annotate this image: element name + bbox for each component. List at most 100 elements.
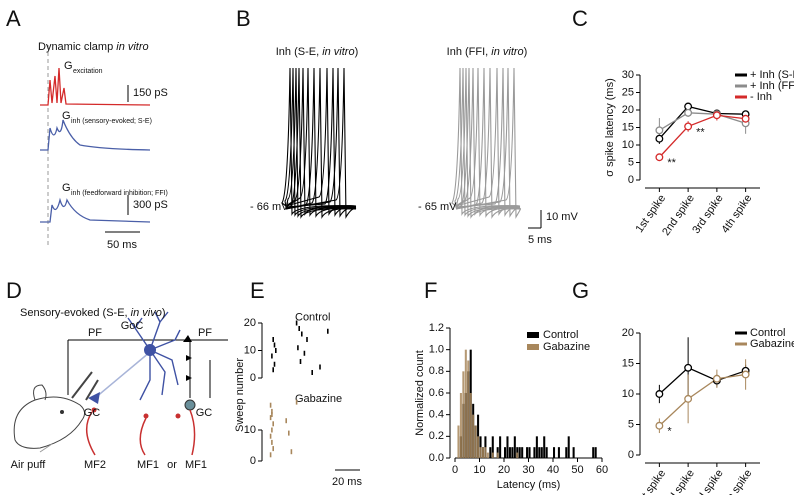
title: Dynamic clamp in vitro (38, 41, 149, 53)
bar (457, 425, 460, 458)
x-tick-label: 60 (596, 464, 608, 476)
data-point (684, 108, 693, 117)
bar (567, 436, 570, 458)
scale-label: 300 pS (133, 199, 168, 211)
title-part: in vitro (491, 46, 523, 58)
y-tick-label: 1.0 (429, 344, 444, 356)
y-tick-label: 0 (250, 455, 256, 467)
trace-label: G (64, 60, 73, 72)
data-point (655, 134, 664, 143)
trace (285, 67, 357, 219)
bar (535, 436, 538, 458)
panel-label: C (572, 6, 588, 31)
annotation: ** (696, 126, 705, 138)
bar (477, 436, 480, 458)
legend-label: + Inh (S-E) (750, 69, 794, 81)
series-line (659, 112, 746, 131)
diagram-label: MF1 (185, 459, 207, 471)
y-tick-label: 10 (622, 388, 634, 400)
raster-label: Control (295, 311, 330, 323)
x-tick-label: 3rd spike (690, 468, 725, 495)
y-tick-label: 0 (628, 449, 634, 461)
y-tick-label: 15 (622, 121, 634, 133)
bar (504, 447, 507, 458)
y-tick-label: 0 (250, 372, 256, 384)
title-part: Sensory-evoked (S-E, (20, 307, 131, 319)
data-point (741, 114, 750, 123)
trace (40, 67, 151, 106)
legend-label: Control (543, 329, 578, 341)
bar (557, 447, 560, 458)
trace-label: G (62, 182, 71, 194)
bar (496, 447, 499, 458)
data-point (741, 370, 750, 379)
x-tick-label: 30 (522, 464, 534, 476)
y-tick-label: 30 (622, 69, 634, 81)
y-axis-label: Sweep number (234, 358, 246, 432)
y-axis-label: σ spike latency (ms) (604, 78, 616, 176)
bar (511, 447, 514, 458)
y-axis-label: Normalized count (414, 350, 426, 436)
bar (528, 447, 531, 458)
diagram-label: PF (88, 327, 102, 339)
trace (281, 67, 357, 216)
trace (451, 67, 521, 216)
bar (496, 452, 499, 458)
scale-label: 5 ms (528, 234, 552, 246)
bar (506, 436, 509, 458)
trace (285, 67, 357, 218)
trace-subscript: excitation (73, 68, 103, 75)
diagram-label: GoC (121, 320, 144, 332)
y-tick-label: 1.2 (429, 322, 444, 334)
y-tick-label: 10 (622, 139, 634, 151)
title-part: ) (355, 46, 359, 58)
scale-label: 20 ms (332, 476, 362, 488)
y-tick-label: 20 (622, 104, 634, 116)
trace (285, 67, 357, 219)
bar (459, 393, 462, 458)
bar (477, 414, 480, 458)
x-tick-label: 40 (547, 464, 559, 476)
y-tick-label: 0.6 (429, 387, 444, 399)
trace (285, 67, 357, 217)
bar (472, 414, 475, 458)
panel-label: G (572, 278, 589, 303)
x-tick-label: 0 (452, 464, 458, 476)
legend-swatch (527, 332, 539, 338)
y-tick-label: 0.4 (429, 409, 444, 421)
legend-label: - Inh (750, 91, 772, 103)
y-tick-label: 15 (622, 357, 634, 369)
bar (518, 447, 521, 458)
raster-label: Gabazine (295, 393, 342, 405)
data-point (684, 363, 693, 372)
trace (285, 67, 357, 216)
data-point (655, 126, 664, 135)
trace (455, 67, 521, 217)
bar (469, 393, 472, 458)
y-tick-label: 5 (628, 156, 634, 168)
trace (285, 67, 357, 218)
y-tick-label: 5 (628, 418, 634, 430)
trace-label: G (62, 110, 71, 122)
scale-label: 50 ms (107, 239, 137, 251)
diagram-label: PF (198, 327, 212, 339)
title-part: Dynamic clamp (38, 41, 116, 53)
series-line (658, 105, 746, 140)
trace (455, 67, 521, 218)
bar (489, 447, 492, 458)
diagram-label: MF2 (84, 459, 106, 471)
trace (455, 67, 521, 219)
y-tick-label: 0 (628, 174, 634, 186)
title-part: in vitro (322, 46, 354, 58)
bar (491, 436, 494, 458)
y-tick-label: 25 (622, 86, 634, 98)
title: Inh (S-E, in vitro) (276, 46, 359, 58)
diagram-label: MF1 (137, 459, 159, 471)
bar (545, 447, 548, 458)
trace (285, 67, 357, 219)
title-part: ) (162, 307, 166, 319)
data-point (684, 102, 693, 111)
x-tick-label: 1st spike (633, 468, 668, 495)
circuit-diagram (13, 311, 228, 456)
